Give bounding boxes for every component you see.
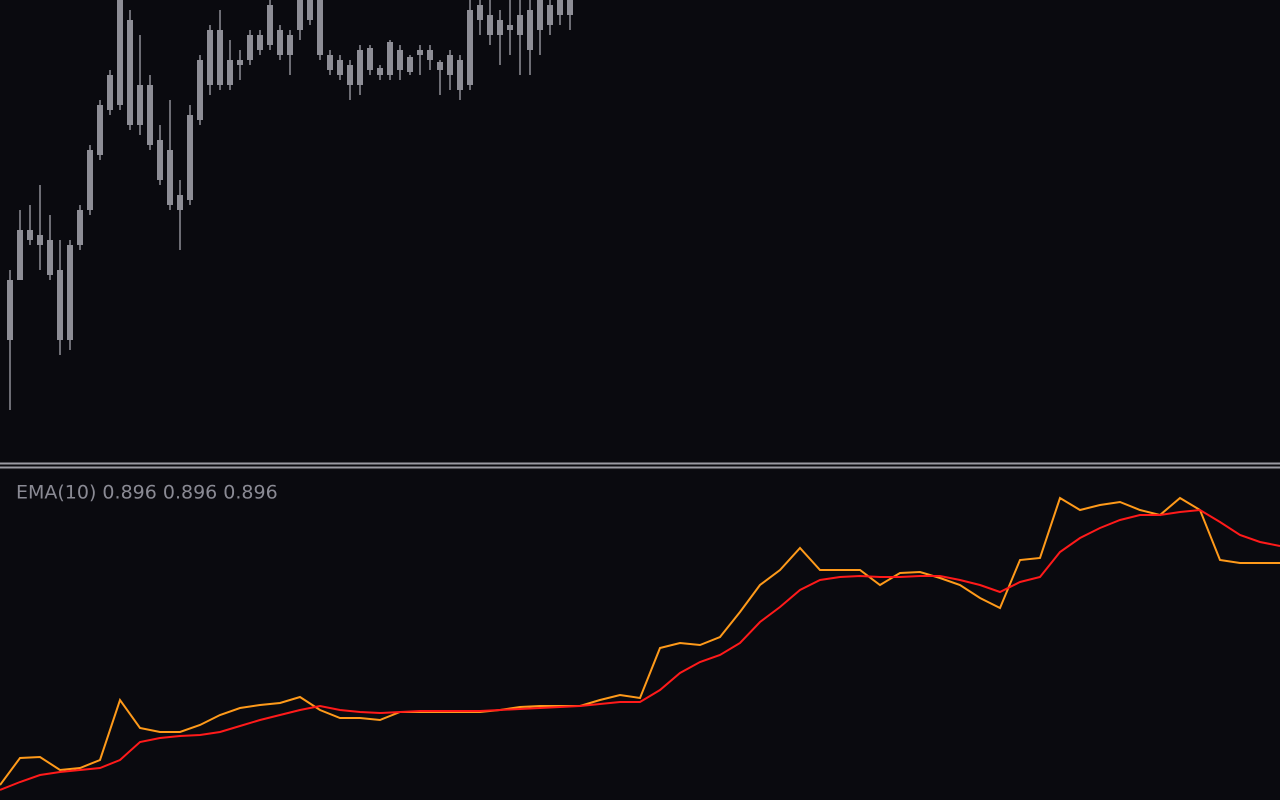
candle-body [247, 35, 253, 60]
candle-body [427, 50, 433, 60]
candle-body [297, 0, 303, 30]
candle-body [187, 115, 193, 200]
candle-body [17, 230, 23, 280]
indicator-label: EMA(10) 0.896 0.896 0.896 [16, 482, 278, 504]
candle-body [397, 50, 403, 70]
candle-body [517, 15, 523, 35]
candle-body [157, 140, 163, 180]
candle-body [307, 0, 313, 20]
candle-body [67, 245, 73, 340]
candle-body [457, 60, 463, 90]
candle-body [477, 5, 483, 20]
candle-body [507, 25, 513, 30]
candle-body [257, 35, 263, 50]
candle-body [97, 105, 103, 155]
candle-body [367, 48, 373, 70]
candle-body [37, 235, 43, 245]
candle-body [317, 0, 323, 55]
candle-body [127, 20, 133, 125]
candle-body [437, 62, 443, 70]
candle-body [417, 50, 423, 55]
candle-body [487, 15, 493, 35]
candle-body [47, 240, 53, 275]
candle-body [267, 5, 273, 45]
candle-body [177, 195, 183, 210]
candle-body [387, 42, 393, 75]
candle-body [527, 10, 533, 50]
candle-body [167, 150, 173, 205]
candle-body [87, 150, 93, 210]
candle-body [197, 60, 203, 120]
candle-body [77, 210, 83, 245]
candle-body [567, 0, 573, 15]
candle-body [117, 0, 123, 105]
candle-body [287, 35, 293, 55]
candle-body [137, 85, 143, 125]
candle-body [107, 75, 113, 110]
candle-body [467, 10, 473, 85]
candle-body [277, 30, 283, 55]
candle-body [557, 0, 563, 15]
candle-body [147, 85, 153, 145]
candle-body [347, 65, 353, 85]
candle-body [447, 55, 453, 75]
candle-body [237, 60, 243, 65]
candle-body [537, 0, 543, 30]
ema-line [0, 508, 1280, 791]
candle-body [27, 230, 33, 240]
candle-body [407, 57, 413, 72]
candle-body [57, 270, 63, 340]
candle-body [227, 60, 233, 85]
candle-body [337, 60, 343, 75]
candle-body [377, 68, 383, 75]
candle-body [497, 20, 503, 35]
candle-body [7, 280, 13, 340]
candle-body [357, 50, 363, 85]
candle-body [327, 55, 333, 70]
candle-body [217, 30, 223, 85]
ema-line [0, 496, 1280, 786]
candle-body [547, 5, 553, 25]
candle-body [207, 30, 213, 85]
